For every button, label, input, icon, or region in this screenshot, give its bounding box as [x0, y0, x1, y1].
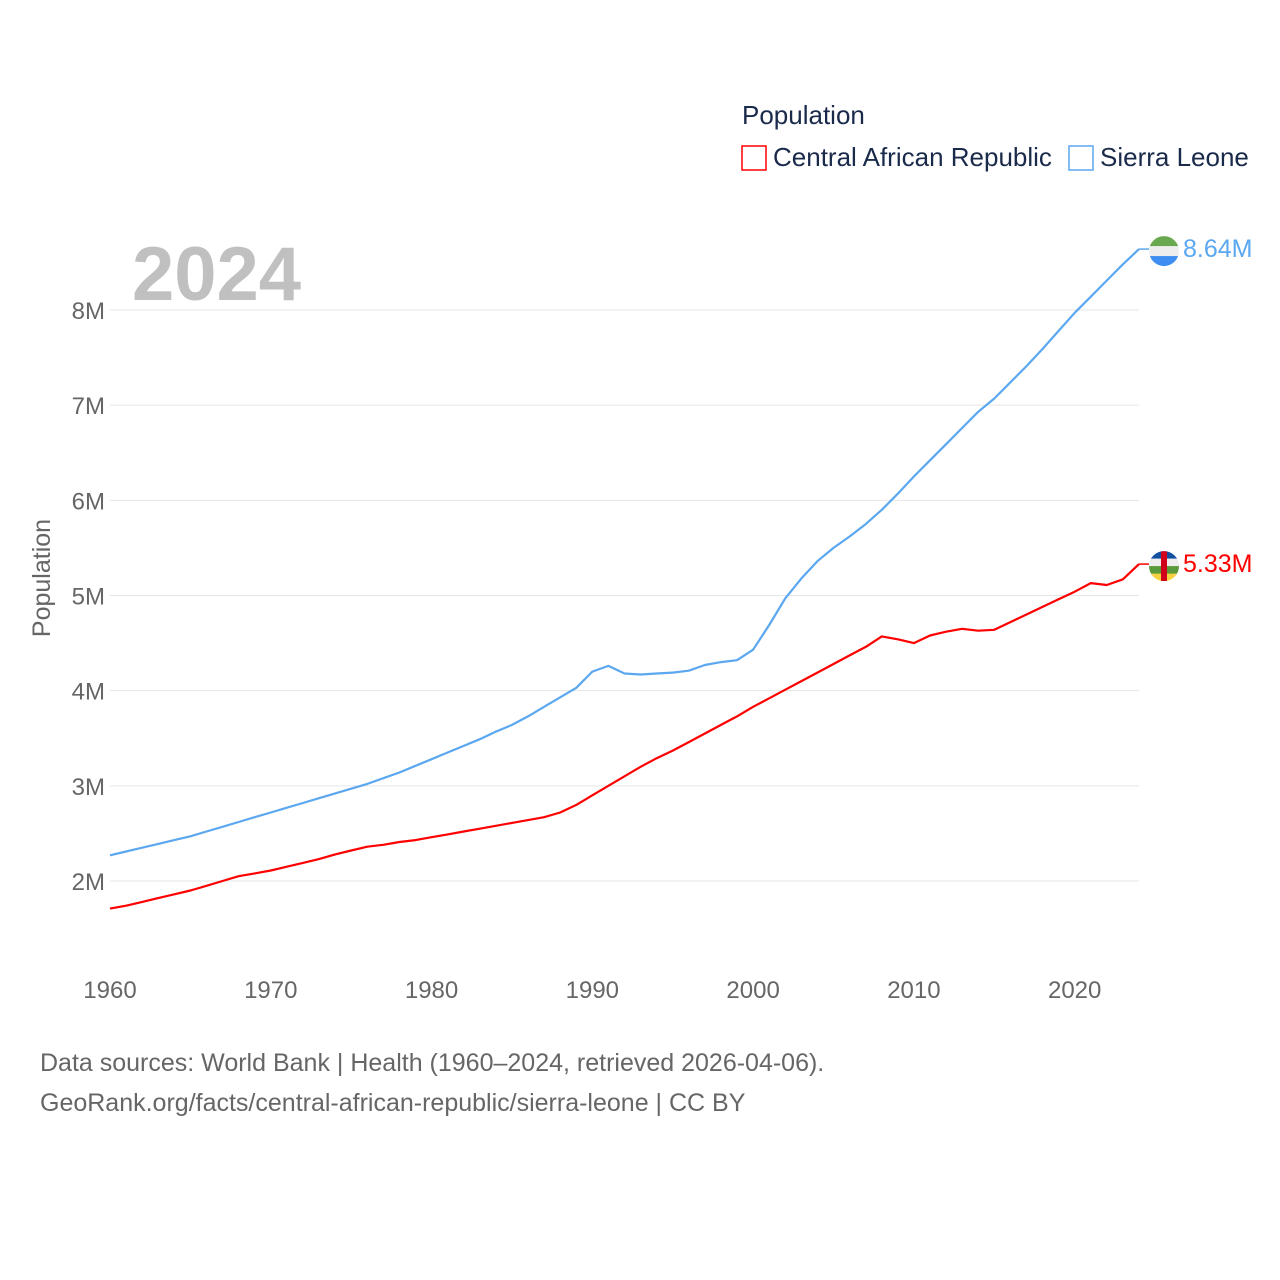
- end-value-label: 8.64M: [1183, 235, 1252, 263]
- x-tick-label: 2010: [887, 977, 940, 1004]
- attribution-link[interactable]: GeoRank.org/facts/central-african-republ…: [40, 1089, 746, 1117]
- y-tick-label: 4M: [72, 679, 105, 706]
- x-tick-label: 1970: [244, 977, 297, 1004]
- x-tick-label: 2020: [1048, 977, 1101, 1004]
- y-tick-label: 6M: [72, 488, 105, 515]
- x-tick-label: 1990: [566, 977, 619, 1004]
- legend-label-sierra-leone[interactable]: Sierra Leone: [1100, 142, 1249, 172]
- sierra-leone-flag-icon: [1149, 236, 1179, 267]
- series-line-sierra-leone: [109, 248, 1140, 857]
- y-axis-label: Population: [28, 519, 56, 637]
- x-tick-label: 1980: [405, 977, 458, 1004]
- x-tick-label: 1960: [83, 977, 136, 1004]
- y-tick-label: 8M: [72, 298, 105, 325]
- y-tick-label: 3M: [72, 774, 105, 801]
- y-tick-label: 5M: [72, 583, 105, 610]
- data-sources-text: Data sources: World Bank | Health (1960–…: [40, 1049, 825, 1077]
- end-value-label: 5.33M: [1183, 550, 1252, 578]
- central-african-republic-flag-icon: [1149, 551, 1179, 582]
- y-tick-label: 7M: [72, 393, 105, 420]
- legend-title: Population: [742, 100, 865, 130]
- x-tick-label: 2000: [726, 977, 779, 1004]
- legend: Population Central African Republic Sier…: [741, 100, 1249, 172]
- legend-label-central-african-republic[interactable]: Central African Republic: [773, 142, 1052, 172]
- legend-swatch-central-african-republic[interactable]: [741, 145, 767, 171]
- year-label: 2024: [132, 232, 301, 317]
- series-line-central-african-republic: [109, 563, 1140, 910]
- footer: Data sources: World Bank | Health (1960–…: [40, 1043, 824, 1123]
- y-tick-label: 2M: [72, 869, 105, 896]
- legend-swatch-sierra-leone[interactable]: [1068, 145, 1094, 171]
